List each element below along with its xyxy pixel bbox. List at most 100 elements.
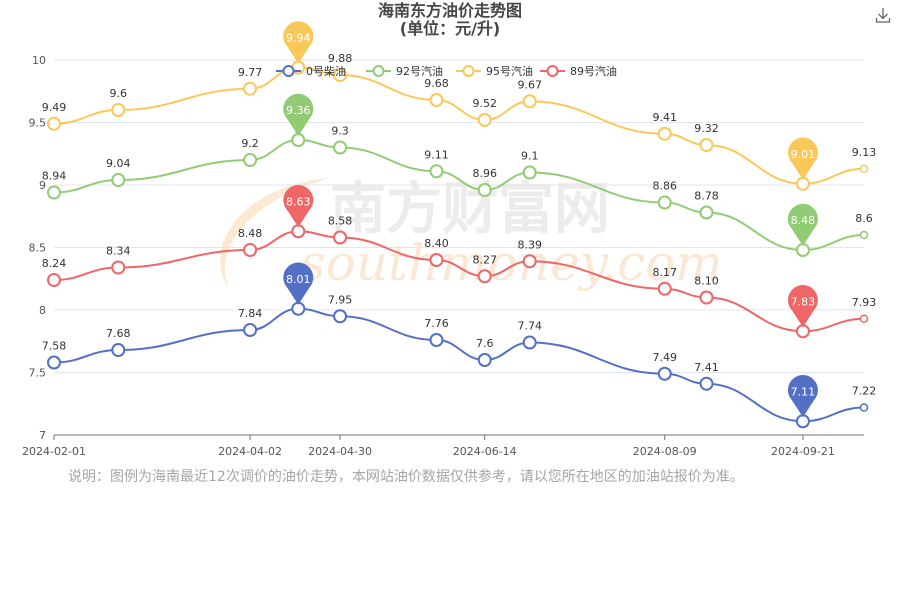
data-label: 9.6: [110, 87, 128, 100]
data-point: [333, 68, 348, 82]
data-label: 9.49: [42, 101, 67, 114]
data-label: 8.27: [472, 253, 497, 266]
download-icon[interactable]: [874, 6, 892, 24]
y-tick-label: 9.5: [29, 117, 47, 130]
max-pin: [283, 93, 314, 136]
data-label: 7.49: [652, 351, 677, 364]
data-point: [333, 140, 348, 155]
data-point: [859, 164, 869, 173]
data-point: [522, 94, 537, 109]
data-label: 8.86: [652, 180, 677, 193]
legend-item-2[interactable]: 92号汽油: [366, 64, 443, 78]
data-point: [522, 254, 537, 269]
legend-symbol: [282, 65, 295, 77]
data-point: [657, 195, 672, 210]
legend-item-3[interactable]: 95号汽油: [456, 64, 533, 78]
data-label: 8.96: [472, 167, 497, 180]
min-pin-label: 7.83: [791, 295, 816, 308]
data-point: [657, 366, 672, 381]
data-label: 9.41: [652, 111, 677, 124]
legend-label: 0号柴油: [306, 64, 346, 78]
x-tick-label: 2024-02-01: [22, 445, 86, 458]
data-label: 9.88: [328, 52, 353, 65]
y-tick-label: 8.5: [29, 242, 47, 255]
data-point: [429, 93, 444, 107]
series-2: 8.94 9.04 9.2 9.3 9.11 8.96 9.1 8.86 8.78 8.6 9.36…: [42, 93, 873, 257]
data-point: [47, 116, 61, 131]
watermark-cn: 南方财富网: [330, 177, 610, 242]
data-point: [859, 314, 869, 323]
data-label: 7.84: [238, 307, 263, 320]
series-1: 7.58 7.68 7.84 7.95 7.76 7.6 7.74 7.49 7.41 7.22 8…: [42, 262, 877, 429]
chart-subtitle: (单位：元/升): [399, 19, 501, 38]
min-pin: [787, 137, 818, 180]
legend-item-1[interactable]: 0号柴油: [276, 64, 346, 78]
chart-title: 海南东方油价走势图: [377, 1, 522, 20]
series-4: 8.24 8.34 8.48 8.58 8.40 8.27 8.39 8.17 8.10 7.93…: [42, 185, 876, 339]
min-pin: [787, 285, 818, 328]
data-label: 8.24: [42, 257, 67, 270]
data-point: [522, 165, 537, 180]
data-label: 9.2: [241, 137, 259, 150]
min-pin-label: 9.01: [791, 148, 816, 161]
max-pin: [283, 21, 314, 64]
data-label: 9.3: [331, 125, 349, 138]
data-label: 9.04: [106, 157, 131, 170]
data-point: [859, 403, 869, 412]
data-point: [47, 273, 61, 287]
legend[interactable]: 0号柴油 92号汽油 95号汽油 89号汽油: [276, 64, 617, 78]
data-point: [699, 138, 714, 152]
data-label: 7.58: [42, 340, 67, 353]
legend-symbol: [462, 65, 475, 77]
series-layer: 7.58 7.68 7.84 7.95 7.76 7.6 7.74 7.49 7.41 7.22 8…: [42, 21, 877, 429]
series-line: [53, 307, 865, 423]
data-label: 9.52: [472, 97, 497, 110]
data-point: [243, 243, 258, 257]
legend-symbol: [546, 65, 559, 77]
data-label: 8.10: [694, 275, 719, 288]
max-pin: [283, 262, 314, 305]
grid-lines: [54, 59, 864, 373]
data-point: [477, 269, 492, 284]
data-point: [111, 343, 126, 357]
max-pin-label: 8.63: [286, 195, 311, 208]
legend-label: 92号汽油: [396, 64, 443, 78]
data-point: [477, 183, 492, 197]
min-pin-label: 8.48: [791, 214, 816, 227]
data-label: 7.22: [852, 385, 877, 398]
data-label: 7.68: [106, 327, 131, 340]
data-label: 7.95: [328, 293, 353, 306]
data-label: 7.76: [424, 317, 449, 330]
data-point: [699, 290, 714, 305]
data-point: [657, 126, 672, 141]
series-line: [53, 66, 865, 185]
watermark-en: southmoney.com: [300, 234, 723, 292]
max-pin: [283, 185, 314, 228]
min-pin-label: 7.11: [791, 385, 816, 398]
data-label: 9.32: [694, 122, 719, 135]
data-label: 9.77: [238, 66, 263, 79]
data-point: [333, 230, 348, 245]
legend-item-4[interactable]: 89号汽油: [540, 64, 617, 78]
legend-label: 95号汽油: [486, 64, 533, 78]
data-point: [477, 353, 492, 367]
x-tick-label: 2024-04-30: [308, 445, 372, 458]
data-label: 9.67: [517, 78, 542, 91]
data-label: 7.74: [517, 320, 542, 333]
max-pin-label: 9.36: [286, 104, 311, 117]
data-label: 9.1: [521, 150, 539, 163]
x-tick-label: 2024-08-09: [633, 445, 697, 458]
min-pin: [787, 203, 818, 246]
data-point: [111, 103, 126, 117]
data-label: 8.48: [238, 227, 263, 240]
data-point: [243, 153, 258, 167]
data-point: [657, 281, 672, 296]
legend-symbol: [372, 65, 385, 77]
data-label: 8.94: [42, 170, 67, 183]
y-tick-label: 9: [39, 179, 46, 192]
data-label: 8.39: [517, 238, 542, 251]
x-tick-label: 2024-04-02: [218, 445, 282, 458]
